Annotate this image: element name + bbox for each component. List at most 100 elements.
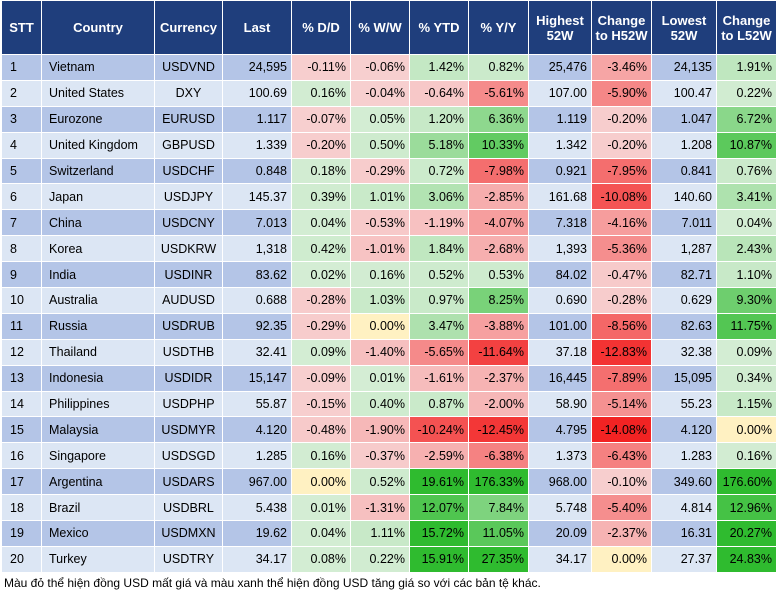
cell-country: Russia [41, 312, 155, 340]
cell-lowest-52w: 1.047 [651, 105, 717, 133]
header-pct-ytd: % YTD [409, 0, 469, 55]
cell-pct-ytd: -1.19% [409, 209, 469, 237]
cell-lowest-52w: 140.60 [651, 183, 717, 211]
cell-pct-dd: 0.04% [291, 209, 351, 237]
table-row: 18 Brazil USDBRL 5.438 0.01% -1.31% 12.07% 7.84… [1, 494, 777, 522]
cell-pct-ytd: 1.20% [409, 105, 469, 133]
cell-pct-ww: -1.90% [350, 416, 410, 444]
table-row: 10 Australia AUDUSD 0.688 -0.28% 1.03% 0.97% 8.… [1, 287, 777, 314]
cell-pct-ytd: 0.87% [409, 390, 469, 418]
cell-lowest-52w: 1.208 [651, 131, 717, 159]
cell-currency: USDCNY [154, 209, 223, 237]
cell-lowest-52w: 24,135 [651, 54, 717, 81]
table-row: 19 Mexico USDMXN 19.62 0.04% 1.11% 15.72% 11.05… [1, 520, 777, 547]
cell-change-h52w: -0.20% [591, 131, 652, 159]
cell-change-l52w: 0.04% [716, 209, 777, 237]
cell-change-h52w: -0.47% [591, 261, 652, 289]
cell-pct-yy: -2.68% [468, 235, 529, 263]
cell-currency: USDMXN [154, 520, 223, 547]
cell-last: 145.37 [222, 183, 292, 211]
table-row: 14 Philippines USDPHP 55.87 -0.15% 0.40% 0.87%… [1, 390, 777, 418]
cell-lowest-52w: 100.47 [651, 79, 717, 107]
cell-country: India [41, 261, 155, 289]
cell-currency: USDINR [154, 261, 223, 289]
cell-pct-ytd: 3.06% [409, 183, 469, 211]
cell-change-h52w: 0.00% [591, 545, 652, 573]
cell-pct-ytd: -5.65% [409, 338, 469, 366]
cell-pct-yy: 11.05% [468, 520, 529, 547]
cell-last: 5.438 [222, 494, 292, 522]
cell-pct-dd: 0.09% [291, 338, 351, 366]
cell-stt: 6 [1, 183, 42, 211]
cell-stt: 17 [1, 468, 42, 496]
cell-currency: USDKRW [154, 235, 223, 263]
cell-change-l52w: 12.96% [716, 494, 777, 522]
cell-lowest-52w: 55.23 [651, 390, 717, 418]
cell-currency: USDMYR [154, 416, 223, 444]
cell-currency: USDARS [154, 468, 223, 496]
table-row: 3 Eurozone EURUSD 1.117 -0.07% 0.05% 1.20% 6.36… [1, 105, 777, 133]
cell-country: Switzerland [41, 157, 155, 185]
cell-pct-dd: -0.20% [291, 131, 351, 159]
cell-pct-ytd: -10.24% [409, 416, 469, 444]
cell-country: Vietnam [41, 54, 155, 81]
cell-pct-ww: -0.29% [350, 157, 410, 185]
cell-change-h52w: -0.10% [591, 468, 652, 496]
cell-stt: 3 [1, 105, 42, 133]
cell-pct-dd: 0.18% [291, 157, 351, 185]
cell-change-l52w: 1.10% [716, 261, 777, 289]
cell-change-l52w: 20.27% [716, 520, 777, 547]
cell-pct-dd: -0.28% [291, 287, 351, 314]
cell-country: Singapore [41, 442, 155, 470]
cell-change-h52w: -5.40% [591, 494, 652, 522]
cell-pct-yy: -7.98% [468, 157, 529, 185]
table-row: 12 Thailand USDTHB 32.41 0.09% -1.40% -5.65% -1… [1, 338, 777, 366]
header-last: Last [222, 0, 292, 55]
table-row: 20 Turkey USDTRY 34.17 0.08% 0.22% 15.91% 27.35… [1, 545, 777, 573]
cell-pct-ww: 0.50% [350, 131, 410, 159]
cell-stt: 12 [1, 338, 42, 366]
cell-change-h52w: -0.20% [591, 105, 652, 133]
cell-pct-ww: 1.11% [350, 520, 410, 547]
cell-highest-52w: 101.00 [528, 312, 592, 340]
cell-change-h52w: -5.14% [591, 390, 652, 418]
cell-pct-ww: 0.52% [350, 468, 410, 496]
cell-pct-yy: 0.82% [468, 54, 529, 81]
cell-lowest-52w: 4.120 [651, 416, 717, 444]
cell-change-h52w: -2.37% [591, 520, 652, 547]
cell-pct-ww: 0.22% [350, 545, 410, 573]
cell-pct-yy: -3.88% [468, 312, 529, 340]
cell-country: Philippines [41, 390, 155, 418]
cell-change-l52w: 10.87% [716, 131, 777, 159]
table-row: 8 Korea USDKRW 1,318 0.42% -1.01% 1.84% -2.68% 1… [1, 235, 777, 263]
cell-highest-52w: 25,476 [528, 54, 592, 81]
cell-last: 967.00 [222, 468, 292, 496]
header-highest-52w: Highest 52W [528, 0, 592, 55]
table-row: 1 Vietnam USDVND 24,595 -0.11% -0.06% 1.42% 0.8… [1, 54, 777, 81]
cell-pct-ww: -0.06% [350, 54, 410, 81]
cell-pct-dd: -0.11% [291, 54, 351, 81]
cell-change-h52w: -5.90% [591, 79, 652, 107]
table-row: 4 United Kingdom GBPUSD 1.339 -0.20% 0.50% 5.1… [1, 131, 777, 159]
cell-country: Korea [41, 235, 155, 263]
cell-change-l52w: 1.15% [716, 390, 777, 418]
cell-change-l52w: 176.60% [716, 468, 777, 496]
cell-change-l52w: 6.72% [716, 105, 777, 133]
cell-country: Japan [41, 183, 155, 211]
cell-pct-ytd: 1.42% [409, 54, 469, 81]
cell-highest-52w: 968.00 [528, 468, 592, 496]
cell-change-h52w: -12.83% [591, 338, 652, 366]
cell-stt: 20 [1, 545, 42, 573]
cell-country: United States [41, 79, 155, 107]
cell-pct-ytd: 19.61% [409, 468, 469, 496]
cell-pct-dd: -0.48% [291, 416, 351, 444]
cell-pct-yy: -5.61% [468, 79, 529, 107]
cell-pct-ww: -0.37% [350, 442, 410, 470]
cell-pct-yy: -12.45% [468, 416, 529, 444]
cell-stt: 5 [1, 157, 42, 185]
cell-change-l52w: 0.00% [716, 416, 777, 444]
header-pct-yy: % Y/Y [468, 0, 529, 55]
cell-highest-52w: 34.17 [528, 545, 592, 573]
cell-stt: 9 [1, 261, 42, 289]
cell-country: Argentina [41, 468, 155, 496]
